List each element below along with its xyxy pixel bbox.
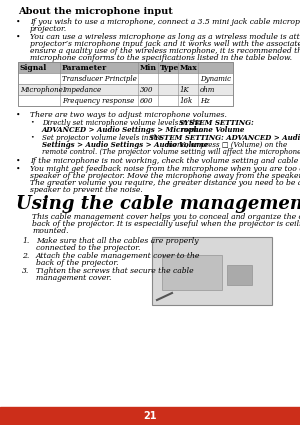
Bar [152, 237, 272, 305]
Bar [18, 73, 233, 84]
Text: Min: Min [140, 63, 157, 71]
Text: 16k: 16k [180, 96, 193, 105]
Text: Settings > Audio Settings > Audio Volume: Settings > Audio Settings > Audio Volume [42, 141, 208, 149]
Text: Make sure that all the cables are properly: Make sure that all the cables are proper… [36, 237, 199, 245]
Text: Tighten the screws that secure the cable: Tighten the screws that secure the cable [36, 267, 194, 275]
Text: Dynamic: Dynamic [200, 74, 231, 82]
Text: projector.: projector. [30, 25, 67, 33]
Text: connected to the projector.: connected to the projector. [36, 244, 140, 252]
Text: speaker to prevent the noise.: speaker to prevent the noise. [30, 186, 143, 194]
Text: The greater volume you require, the greater distance you need to be away from th: The greater volume you require, the grea… [30, 179, 300, 187]
Text: SYSTEM SETTING: ADVANCED > Audio: SYSTEM SETTING: ADVANCED > Audio [149, 134, 300, 142]
Text: ohm: ohm [200, 85, 215, 94]
Text: •: • [16, 157, 20, 165]
Text: Set projector volume levels in the: Set projector volume levels in the [42, 134, 164, 142]
Text: microphone conforms to the specifications listed in the table below.: microphone conforms to the specification… [30, 54, 292, 62]
Text: ADVANCED > Audio Settings > Microphone Volume: ADVANCED > Audio Settings > Microphone V… [42, 126, 245, 134]
Text: Impedance: Impedance [62, 85, 101, 94]
Text: 1.: 1. [22, 237, 29, 245]
Text: Attach the cable management cover to the: Attach the cable management cover to the [36, 252, 200, 260]
Text: There are two ways to adjust microphone volumes.: There are two ways to adjust microphone … [30, 111, 227, 119]
Text: Frequency response: Frequency response [62, 96, 134, 105]
Text: •: • [16, 33, 20, 41]
Text: •: • [16, 165, 20, 173]
Text: ensure a quality use of the wireless microphone, it is recommended that your: ensure a quality use of the wireless mic… [30, 47, 300, 55]
Text: projector’s microphone input jack and it works well with the associated devices.: projector’s microphone input jack and it… [30, 40, 300, 48]
Text: Using the cable management cover: Using the cable management cover [16, 195, 300, 213]
Text: You might get feedback noise from the microphone when you are too close to the: You might get feedback noise from the mi… [30, 165, 300, 173]
Text: If you wish to use a microphone, connect a 3.5 mini jack cable microphone to the: If you wish to use a microphone, connect… [30, 18, 300, 26]
Text: Signal: Signal [20, 63, 47, 71]
Text: 21: 21 [143, 411, 157, 421]
Text: •: • [16, 18, 20, 26]
Text: Hz: Hz [200, 96, 210, 105]
Text: You can use a wireless microphone as long as a wireless module is attached to th: You can use a wireless microphone as lon… [30, 33, 300, 41]
Text: back of the projector.: back of the projector. [36, 259, 118, 267]
Bar [0, 407, 300, 425]
Text: 1K: 1K [180, 85, 190, 94]
Text: back of the projector. It is especially useful when the projector is ceiling-mou: back of the projector. It is especially … [32, 220, 300, 228]
Text: If the microphone is not working, check the volume setting and cable connection.: If the microphone is not working, check … [30, 157, 300, 165]
Text: •: • [30, 119, 34, 124]
Bar [18, 95, 233, 106]
Text: SYSTEM SETTING:: SYSTEM SETTING: [179, 119, 254, 127]
Text: management cover.: management cover. [36, 274, 111, 282]
Text: 300: 300 [140, 85, 154, 94]
Text: About the microphone input: About the microphone input [18, 7, 173, 16]
Bar [18, 62, 233, 106]
Text: Microphone: Microphone [20, 85, 63, 94]
Text: speaker of the projector. Move the microphone away from the speaker of the proje: speaker of the projector. Move the micro… [30, 172, 300, 180]
Text: menu.: menu. [179, 126, 203, 134]
Text: Max: Max [180, 63, 198, 71]
Text: Transducer Principle: Transducer Principle [62, 74, 137, 82]
Text: 3.: 3. [22, 267, 29, 275]
Text: •: • [30, 134, 34, 139]
Text: Parameter: Parameter [62, 63, 107, 71]
Text: Type: Type [160, 63, 179, 71]
Bar [162, 255, 222, 290]
Text: 2.: 2. [22, 252, 29, 260]
Text: menu, or press □ (Volume) on the: menu, or press □ (Volume) on the [164, 141, 287, 149]
Bar [227, 265, 252, 285]
Text: •: • [16, 111, 20, 119]
Text: This cable management cover helps you to conceal and organize the cables connect: This cable management cover helps you to… [32, 213, 300, 221]
Text: remote control. (The projector volume setting will affect the microphone volume.: remote control. (The projector volume se… [42, 148, 300, 156]
Text: 600: 600 [140, 96, 154, 105]
Text: mounted.: mounted. [32, 227, 68, 235]
Bar [18, 62, 233, 73]
Text: Directly set microphone volume levels in the: Directly set microphone volume levels in… [42, 119, 203, 127]
Bar [18, 84, 233, 95]
